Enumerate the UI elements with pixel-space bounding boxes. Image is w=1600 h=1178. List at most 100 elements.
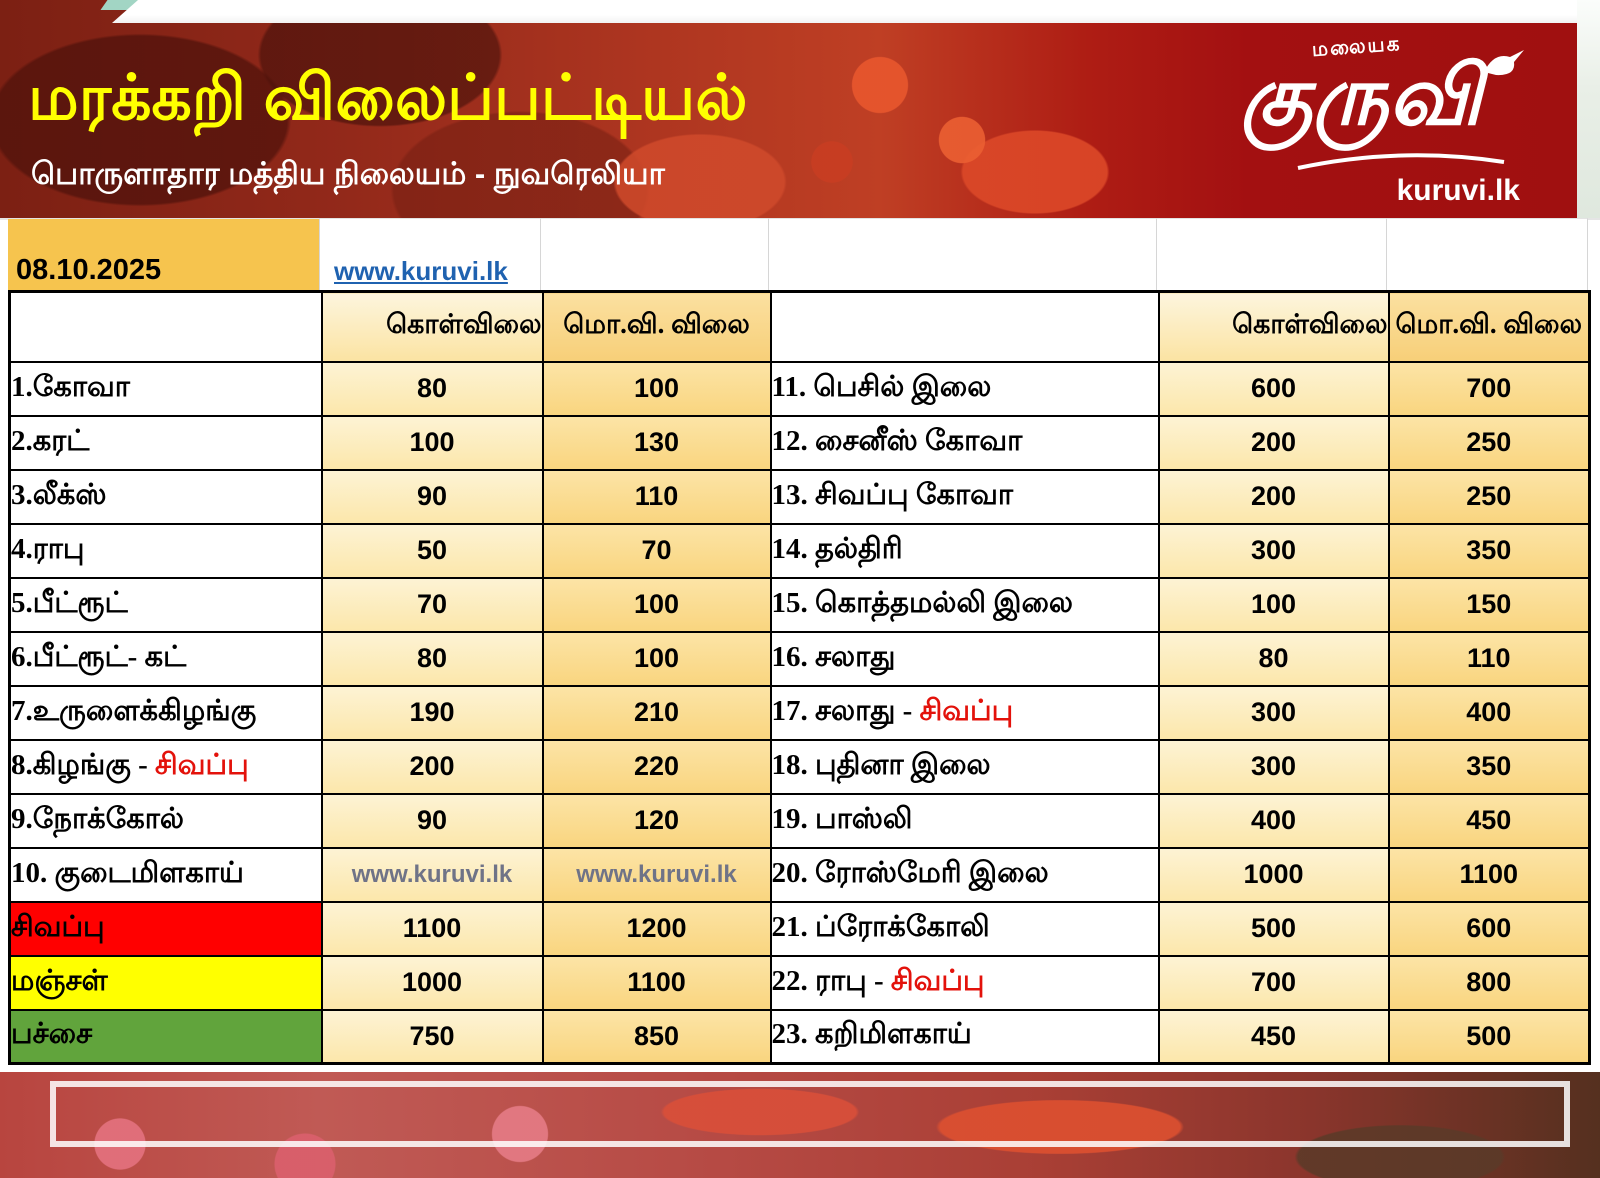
buy-price: 50: [320, 522, 544, 579]
item-name: 10. குடைமிளகாய்: [8, 846, 323, 903]
item-name: 15. கொத்தமல்லி இலை: [769, 576, 1160, 633]
item-name: 20. ரோஸ்மேரி இலை: [769, 846, 1160, 903]
retail-price: 400: [1387, 684, 1591, 741]
item-label: மஞ்சள்: [11, 964, 108, 997]
item-label: 5.பீட்ரூட்: [11, 586, 128, 619]
item-label: 9.நோக்கோல்: [11, 802, 185, 835]
buy-price: 100: [320, 414, 544, 471]
retail-price: 500: [1387, 1008, 1591, 1065]
retail-price: 250: [1387, 414, 1591, 471]
retail-price[interactable]: www.kuruvi.lk: [541, 846, 772, 903]
item-label: 13. சிவப்பு கோவா: [771, 478, 1014, 511]
logo-domain-text: kuruvi.lk: [1396, 174, 1520, 207]
item-label: 3.லீக்ஸ்: [11, 478, 107, 511]
retail-price: 250: [1387, 468, 1591, 525]
retail-price: 1200: [541, 900, 772, 957]
item-name: 22. ராபு - சிவப்பு: [769, 954, 1160, 1011]
page-subtitle: பொருளாதார மத்திய நிலையம் - நுவரெலியா: [31, 156, 665, 191]
item-label: 8.கிழங்கு -: [11, 748, 156, 781]
date-row: 08.10.2025 www.kuruvi.lk: [8, 218, 1588, 290]
table-row: 6.பீட்ரூட்- கட் 80 100 16. சலாது 80 110: [8, 630, 1591, 687]
retail-price: 110: [1387, 630, 1591, 687]
buy-price: 100: [1157, 576, 1390, 633]
item-label: 15. கொத்தமல்லி இலை: [771, 586, 1073, 619]
retail-price: 350: [1387, 522, 1591, 579]
buy-price: 80: [320, 630, 544, 687]
item-name: 21. ப்ரோக்கோலி: [769, 900, 1160, 957]
item-name: 13. சிவப்பு கோவா: [769, 468, 1160, 525]
item-name: 11. பெசில் இலை: [769, 360, 1160, 417]
col-header-buy-left: கொள்விலை: [320, 290, 544, 363]
item-name: 16. சலாது: [769, 630, 1160, 687]
retail-price: 350: [1387, 738, 1591, 795]
table-row: 9.நோக்கோல் 90 120 19. பாஸ்லி 400 450: [8, 792, 1591, 849]
item-name: 2.கரட்: [8, 414, 323, 471]
retail-price: 100: [541, 576, 772, 633]
empty-cell: [1387, 218, 1588, 290]
item-name: 14. தல்திரி: [769, 522, 1160, 579]
item-label: 19. பாஸ்லி: [771, 802, 913, 835]
item-name: 8.கிழங்கு - சிவப்பு: [8, 738, 323, 795]
item-name: 9.நோக்கோல்: [8, 792, 323, 849]
item-name: மஞ்சள்: [8, 954, 323, 1011]
item-label: பச்சை: [11, 1018, 93, 1051]
table-row: 1.கோவா 80 100 11. பெசில் இலை 600 700: [8, 360, 1591, 417]
item-name: 4.ராபு: [8, 522, 323, 579]
retail-price: 100: [541, 360, 772, 417]
page-title: மரக்கறி விலைப்பட்டியல்: [28, 63, 748, 133]
retail-price: 100: [541, 630, 772, 687]
buy-price: 80: [1157, 630, 1390, 687]
buy-price: 1000: [320, 954, 544, 1011]
table-row: பச்சை 750 850 23. கறிமிளகாய் 450 500: [8, 1008, 1591, 1065]
table-row: 5.பீட்ரூட் 70 100 15. கொத்தமல்லி இலை 100 150: [8, 576, 1591, 633]
bird-icon: [1484, 50, 1524, 76]
item-label: 1.கோவா: [11, 370, 130, 403]
table-row: சிவப்பு 1100 1200 21. ப்ரோக்கோலி 500 600: [8, 900, 1591, 957]
footer-frame: [50, 1081, 1570, 1147]
buy-price: 500: [1157, 900, 1390, 957]
empty-cell: [769, 218, 1157, 290]
item-label: 12. சைனீஸ் கோவா: [771, 424, 1023, 457]
retail-price: 130: [541, 414, 772, 471]
red-highlight-word: சிவப்பு: [890, 964, 985, 997]
table-row: 2.கரட் 100 130 12. சைனீஸ் கோவா 200 250: [8, 414, 1591, 471]
item-label: 10. குடைமிளகாய்: [11, 856, 244, 889]
item-label: 7.உருளைக்கிழங்கு: [11, 694, 257, 727]
item-name: 3.லீக்ஸ்: [8, 468, 323, 525]
website-link[interactable]: www.kuruvi.lk: [334, 256, 508, 286]
item-label: 4.ராபு: [11, 532, 85, 565]
item-name: பச்சை: [8, 1008, 323, 1065]
item-name: 12. சைனீஸ் கோவா: [769, 414, 1160, 471]
item-label: 20. ரோஸ்மேரி இலை: [771, 856, 1049, 889]
price-sheet: 08.10.2025 www.kuruvi.lk கொள்விலை மொ.வி.…: [8, 218, 1591, 1065]
item-name: சிவப்பு: [8, 900, 323, 957]
buy-price: 1000: [1157, 846, 1390, 903]
empty-cell: [1157, 218, 1387, 290]
retail-price: 1100: [1387, 846, 1591, 903]
red-highlight-word: சிவப்பு: [919, 694, 1014, 727]
retail-price: 600: [1387, 900, 1591, 957]
empty-cell: [541, 218, 769, 290]
banner-right-margin: [1577, 0, 1600, 218]
footer-photo: [0, 1072, 1600, 1178]
item-label: 22. ராபு -: [771, 964, 891, 997]
buy-price[interactable]: www.kuruvi.lk: [320, 846, 544, 903]
item-label: 18. புதினா இலை: [771, 748, 991, 781]
buy-price: 70: [320, 576, 544, 633]
item-label: 21. ப்ரோக்கோலி: [771, 910, 990, 943]
buy-price: 80: [320, 360, 544, 417]
retail-price: 110: [541, 468, 772, 525]
retail-price: 800: [1387, 954, 1591, 1011]
date-label: 08.10.2025: [8, 218, 320, 290]
item-label: 6.பீட்ரூட்- கட்: [11, 640, 187, 673]
buy-price: 700: [1157, 954, 1390, 1011]
item-label: 2.கரட்: [11, 424, 90, 457]
item-name: 19. பாஸ்லி: [769, 792, 1160, 849]
item-label: சிவப்பு: [11, 910, 105, 943]
swoosh-icon: [1297, 153, 1505, 170]
buy-price: 90: [320, 468, 544, 525]
buy-price: 750: [320, 1008, 544, 1065]
item-label: 14. தல்திரி: [771, 532, 903, 565]
buy-price: 190: [320, 684, 544, 741]
retail-price: 1100: [541, 954, 772, 1011]
